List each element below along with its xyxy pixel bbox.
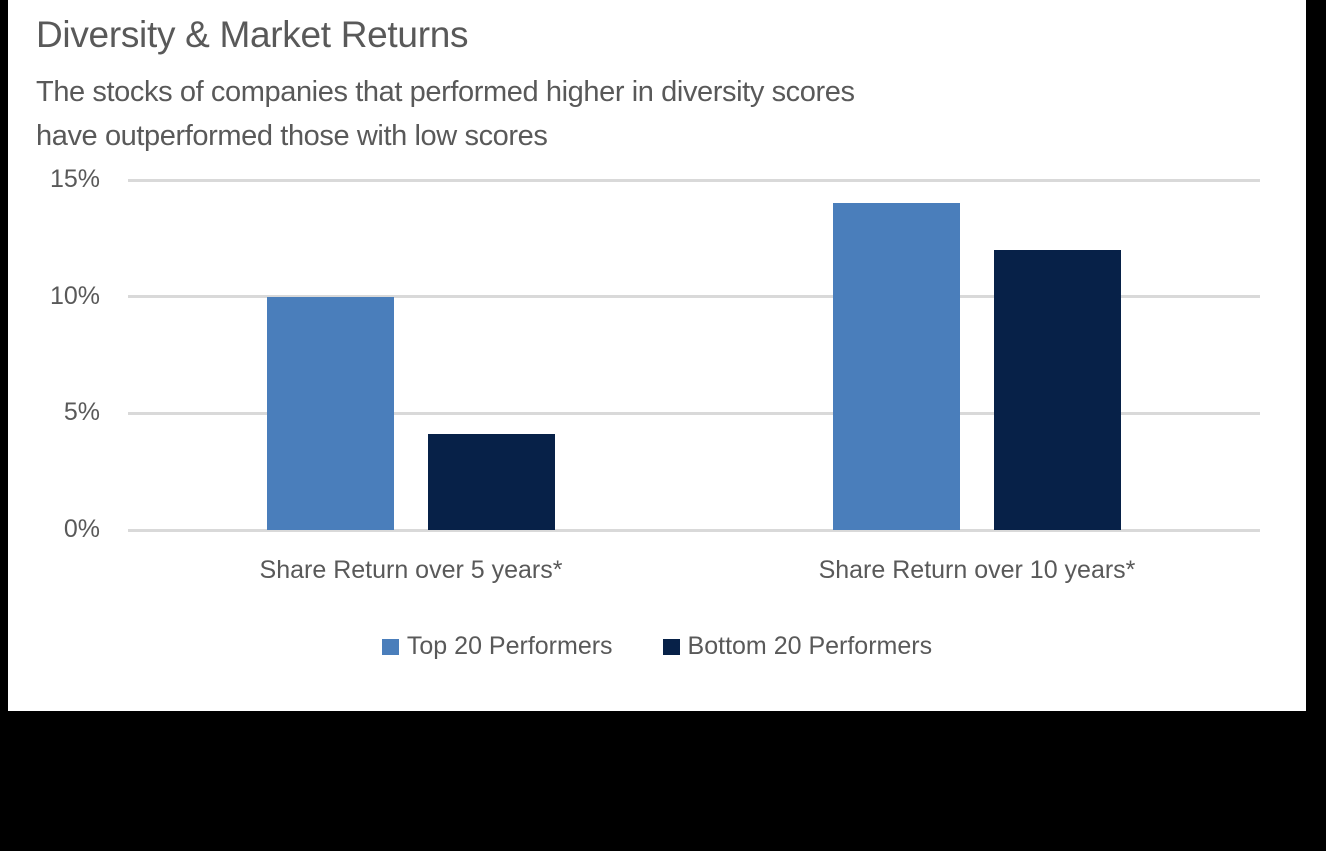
legend-item-top-20[interactable]: Top 20 Performers [381,632,613,661]
gridline-10 [128,295,1260,299]
chart-title: Diversity & Market Returns [36,14,469,55]
y-tick-label-0: 0% [63,515,100,543]
legend-label-bottom-20: Bottom 20 Performers [687,632,933,660]
subtitle-line-1: The stocks of companies that performed h… [36,76,855,108]
x-category-label-1: Share Return over 5 years* [259,556,563,584]
legend-item-bottom-20[interactable]: Bottom 20 Performers [662,632,933,661]
bar-bottom-20-2[interactable] [994,250,1121,530]
y-tick-label-15: 15% [49,165,100,193]
legend-swatch-bottom-20 [662,638,680,655]
x-category-label-2: Share Return over 10 years* [818,556,1136,584]
y-tick-label-10: 10% [49,281,100,310]
gridline-5 [128,411,1260,415]
y-tick-label-5: 5% [63,398,100,427]
gridline-15 [128,178,1260,182]
chart-subtitle: The stocks of companies that performed h… [36,70,855,158]
legend: Top 20 Performers Bottom 20 Performers [8,632,1306,661]
subtitle-line-2: have outperformed those with low scores [36,120,548,152]
chart-canvas: Diversity & Market Returns The stocks of… [8,0,1306,711]
bar-top-20-2[interactable] [833,203,960,530]
bar-top-20-1[interactable] [267,296,394,530]
legend-swatch-top-20 [381,638,399,655]
legend-label-top-20: Top 20 Performers [406,632,613,660]
gridline-0 [128,528,1260,532]
bar-bottom-20-1[interactable] [428,434,555,530]
